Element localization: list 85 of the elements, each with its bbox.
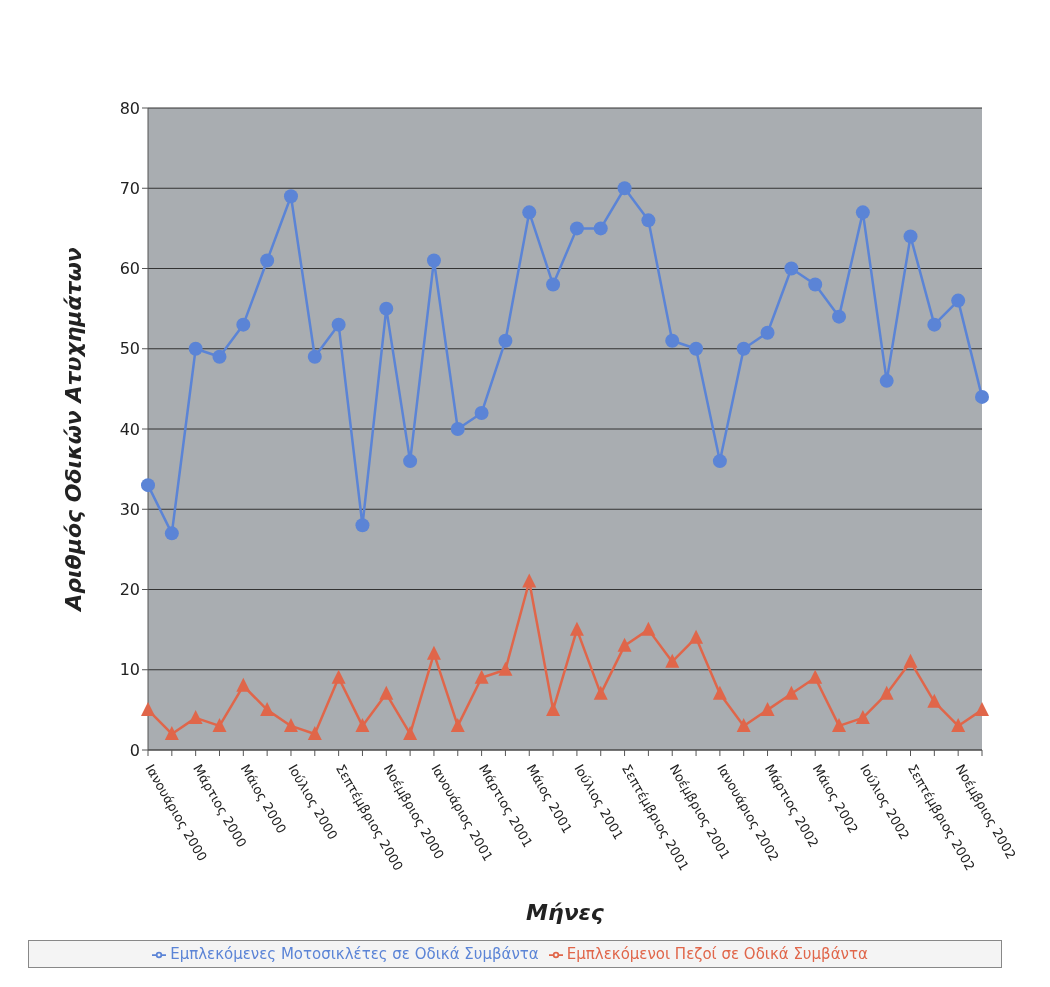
point — [236, 677, 251, 692]
point — [474, 405, 489, 420]
point — [927, 317, 942, 332]
point — [331, 317, 346, 332]
point — [522, 573, 537, 588]
y-tick-label: 80 — [119, 98, 140, 118]
point — [569, 621, 584, 636]
point — [355, 518, 370, 533]
point — [665, 333, 680, 348]
point — [546, 701, 561, 716]
point — [164, 526, 179, 541]
point — [307, 349, 322, 364]
point — [403, 725, 418, 740]
point — [260, 701, 275, 716]
point — [808, 669, 823, 684]
point — [498, 333, 513, 348]
point — [903, 229, 918, 244]
point — [712, 454, 727, 469]
point — [760, 325, 775, 340]
point — [689, 629, 704, 644]
point — [522, 205, 537, 220]
point — [355, 717, 370, 732]
point — [736, 717, 751, 732]
point — [212, 717, 227, 732]
y-tick-label: 20 — [119, 580, 140, 600]
point — [927, 693, 942, 708]
point — [903, 653, 918, 668]
point — [760, 701, 775, 716]
point — [546, 277, 561, 292]
point — [164, 725, 179, 740]
point — [617, 637, 632, 652]
legend-label: Εμπλεκόμενες Μοτοσικλέτες σε Οδικά Συμβάντα — [170, 945, 539, 963]
point — [784, 685, 799, 700]
point — [283, 717, 298, 732]
point — [474, 669, 489, 684]
y-tick-label: 60 — [119, 259, 140, 279]
point — [832, 717, 847, 732]
point — [855, 709, 870, 724]
point — [236, 317, 251, 332]
y-tick-label: 70 — [119, 178, 140, 198]
point — [450, 422, 465, 436]
point — [283, 189, 298, 204]
point — [260, 253, 275, 268]
point — [188, 709, 203, 724]
point — [307, 725, 322, 740]
point — [141, 701, 155, 716]
point — [879, 685, 894, 700]
y-tick-label: 50 — [119, 339, 140, 359]
point — [212, 349, 227, 364]
point — [975, 389, 989, 404]
point — [951, 717, 966, 732]
point — [951, 293, 966, 308]
point — [736, 341, 751, 356]
point — [188, 341, 203, 356]
legend-label: Εμπλεκόμενοι Πεζοί σε Οδικά Συμβάντα — [566, 945, 868, 963]
point — [784, 261, 799, 276]
point — [498, 661, 513, 676]
y-tick-label: 40 — [119, 419, 140, 439]
point — [855, 205, 870, 220]
point — [665, 653, 680, 668]
point — [426, 253, 441, 268]
point — [593, 221, 608, 236]
point — [141, 478, 155, 493]
point — [569, 221, 584, 236]
point — [879, 373, 894, 388]
y-tick-label: 30 — [119, 499, 140, 519]
point — [450, 717, 465, 732]
point — [403, 454, 418, 469]
x-axis-title: Μήνες — [526, 900, 605, 925]
y-axis-title: Αριθμός Οδικών Ατυχημάτων — [60, 247, 86, 613]
point — [712, 685, 727, 700]
point — [593, 685, 608, 700]
point — [617, 181, 632, 196]
point — [689, 341, 704, 356]
point — [641, 213, 656, 228]
point — [832, 309, 847, 324]
point — [975, 701, 989, 716]
y-tick-label: 0 — [129, 740, 140, 760]
point — [426, 645, 441, 660]
point — [379, 301, 394, 316]
point — [331, 669, 346, 684]
point — [808, 277, 823, 292]
point — [379, 685, 394, 700]
y-tick-label: 10 — [119, 660, 140, 680]
point — [641, 621, 656, 636]
